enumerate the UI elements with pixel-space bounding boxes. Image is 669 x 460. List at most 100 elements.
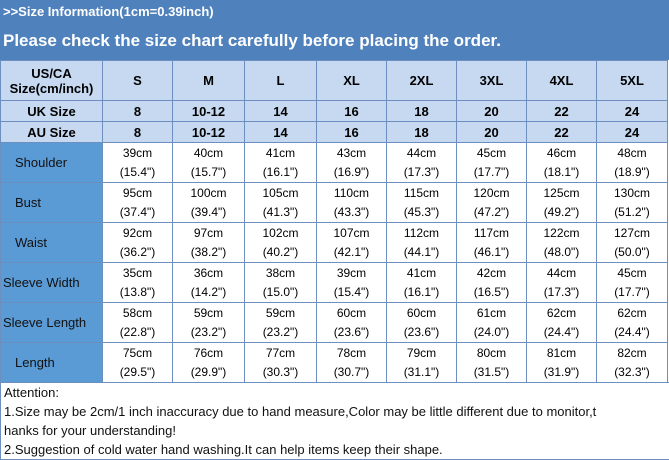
measurement-label: Bust (0, 182, 103, 223)
inch-value: (38.2") (190, 244, 227, 259)
uk-size-value: 14 (244, 100, 317, 122)
cm-value: 80cm (476, 345, 507, 360)
cm-value: 59cm (265, 305, 296, 320)
measurement-cell: 39cm (15.4") (102, 142, 173, 183)
measurement-cell: 42cm (16.5") (456, 262, 527, 303)
size-header: S (102, 60, 173, 101)
cm-value: 45cm (476, 145, 507, 160)
cm-value: 75cm (122, 345, 153, 360)
inch-value: (17.7") (473, 164, 510, 179)
inch-value: (23.6") (403, 324, 440, 339)
header-label-line: US/CA (31, 65, 72, 81)
measurement-cell: 62cm (24.4") (526, 302, 597, 343)
cm-value: 78cm (336, 345, 367, 360)
inch-value: (17.7") (614, 284, 650, 299)
measurement-cell: 41cm (16.1") (244, 142, 317, 183)
uk-size-value: 22 (526, 100, 597, 122)
inch-value: (23.6") (333, 324, 370, 339)
measurement-cell: 79cm (31.1") (386, 342, 457, 383)
inch-value: (50.0") (614, 244, 650, 259)
au-size-label: AU Size (0, 121, 103, 143)
measurement-cell: 95cm (37.4") (102, 182, 173, 223)
cm-value: 125cm (543, 185, 580, 200)
cm-value: 44cm (406, 145, 437, 160)
measurement-label: Length (0, 342, 103, 383)
measurement-cell: 78cm (30.7") (316, 342, 387, 383)
inch-value: (24.4") (543, 324, 580, 339)
cm-value: 102cm (262, 225, 299, 240)
cm-value: 117cm (473, 225, 510, 240)
inch-value: (51.2") (614, 204, 650, 219)
cm-value: 46cm (546, 145, 577, 160)
cm-value: 59cm (193, 305, 224, 320)
uk-size-value: 24 (596, 100, 668, 122)
inch-value: (44.1") (403, 244, 440, 259)
inch-value: (13.8") (119, 284, 156, 299)
inch-value: (15.4") (333, 284, 370, 299)
uk-size-value: 10-12 (172, 100, 245, 122)
size-header: 5XL (596, 60, 668, 101)
measurement-cell: 112cm (44.1") (386, 222, 457, 263)
uk-size-row: UK Size 8 10-12 14 16 18 20 22 24 (0, 100, 668, 122)
inch-value: (46.1") (473, 244, 510, 259)
size-header: 2XL (386, 60, 457, 101)
measurement-cell: 45cm (17.7") (456, 142, 527, 183)
cm-value: 44cm (546, 265, 577, 280)
cm-value: 112cm (403, 225, 440, 240)
measurement-cell: 60cm (23.6") (316, 302, 387, 343)
cm-value: 39cm (122, 145, 153, 160)
cm-value: 95cm (122, 185, 153, 200)
size-header-row: US/CA Size(cm/inch) S M L XL 2XL 3XL 4XL 5XL (0, 60, 668, 101)
measurement-cell: 36cm (14.2") (172, 262, 245, 303)
cm-value: 60cm (336, 305, 367, 320)
measurement-cell: 44cm (17.3") (526, 262, 597, 303)
au-size-row: AU Size 8 10-12 14 16 18 20 22 24 (0, 121, 668, 143)
inch-value: (15.4") (119, 164, 156, 179)
measurement-row: Shoulder 39cm (15.4") 40cm (15.7") 41cm (16.1"… (0, 142, 668, 183)
cm-value: 122cm (543, 225, 580, 240)
cm-value: 36cm (193, 265, 224, 280)
attention-title: Attention: (4, 385, 59, 400)
inch-value: (16.9") (333, 164, 370, 179)
measurement-cell: 75cm (29.5") (102, 342, 173, 383)
cm-value: 43cm (336, 145, 367, 160)
measurement-cell: 62cm (24.4") (596, 302, 668, 343)
size-header: L (244, 60, 317, 101)
measurement-cell: 115cm (45.3") (386, 182, 457, 223)
measurement-cell: 127cm (50.0") (596, 222, 668, 263)
au-size-value: 22 (526, 121, 597, 143)
inch-value: (39.4") (190, 204, 227, 219)
measurement-cell: 105cm (41.3") (244, 182, 317, 223)
measurement-cell: 60cm (23.6") (386, 302, 457, 343)
inch-value: (23.2") (262, 324, 299, 339)
measurement-label: Waist (0, 222, 103, 263)
measurement-label: Sleeve Length (0, 302, 103, 343)
inch-value: (31.1") (403, 364, 440, 379)
cm-value: 42cm (476, 265, 507, 280)
uk-size-label: UK Size (0, 100, 103, 122)
measurement-cell: 77cm (30.3") (244, 342, 317, 383)
measurement-cell: 76cm (29.9") (172, 342, 245, 383)
measurement-cell: 41cm (16.1") (386, 262, 457, 303)
measurement-cell: 38cm (15.0") (244, 262, 317, 303)
inch-value: (32.3") (614, 364, 650, 379)
measurement-row: Waist 92cm (36.2") 97cm (38.2") 102cm (40.2") 1… (0, 222, 668, 263)
inch-value: (36.2") (119, 244, 156, 259)
size-header: 3XL (456, 60, 527, 101)
measurement-row: Length 75cm (29.5") 76cm (29.9") 77cm (30.3") 7… (0, 342, 668, 383)
cm-value: 45cm (617, 265, 647, 280)
cm-value: 120cm (473, 185, 510, 200)
measurement-cell: 45cm (17.7") (596, 262, 668, 303)
inch-value: (14.2") (190, 284, 227, 299)
measurement-label: Shoulder (0, 142, 103, 183)
au-size-value: 20 (456, 121, 527, 143)
au-size-value: 16 (316, 121, 387, 143)
inch-value: (31.9") (543, 364, 580, 379)
attention-note-1b: hanks for your understanding! (4, 423, 176, 438)
inch-value: (37.4") (119, 204, 156, 219)
cm-value: 41cm (265, 145, 296, 160)
measurement-cell: 130cm (51.2") (596, 182, 668, 223)
inch-value: (31.5") (473, 364, 510, 379)
measurement-row: Sleeve Width 35cm (13.8") 36cm (14.2") 38cm (1… (0, 262, 668, 303)
cm-value: 58cm (122, 305, 153, 320)
